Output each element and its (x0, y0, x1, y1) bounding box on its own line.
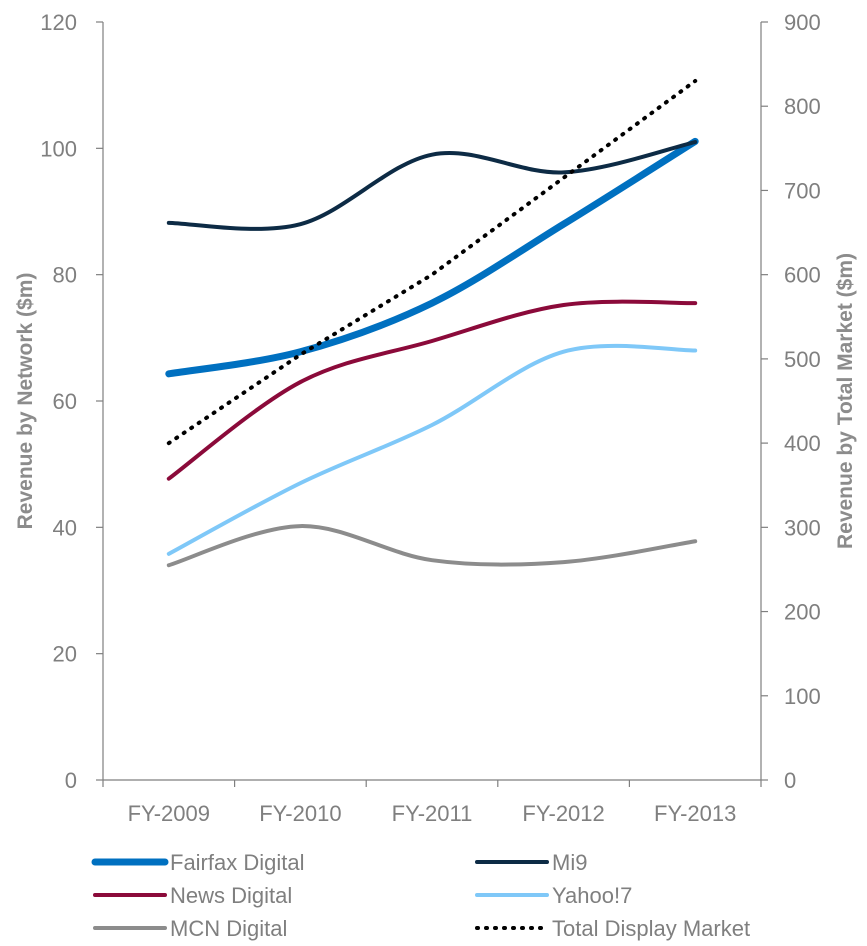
y-right-tick-label: 400 (784, 431, 821, 456)
y-right-tick-label: 0 (784, 768, 796, 793)
y-left-tick-label: 20 (53, 642, 77, 667)
legend-label: News Digital (170, 883, 292, 908)
legend-label: Yahoo!7 (552, 883, 632, 908)
y-right-tick-label: 600 (784, 263, 821, 288)
series-line-news-digital (166, 299, 698, 481)
legend: Fairfax Digital Mi9 News Digital Yahoo!7 MCN… (91, 850, 750, 941)
x-tick-label: FY-2012 (522, 801, 604, 826)
legend-label: Total Display Market (552, 916, 750, 941)
x-tick-label: FY-2011 (392, 801, 473, 826)
y-left-tick-label: 120 (40, 10, 77, 35)
y-left-tick-label: 40 (53, 515, 77, 540)
x-tick-label: FY-2010 (259, 801, 341, 826)
x-tick-label: FY-2009 (128, 801, 210, 826)
axes-layer: 0 20 40 60 80 100 120 0 100 200 300 400 500 600 700 800… (40, 10, 820, 826)
y-axis-right-title: Revenue by Total Market ($m) (834, 253, 857, 549)
y-left-tick-label: 100 (40, 136, 77, 161)
series-line-yahoo-7 (166, 343, 698, 556)
y-left-tick-label: 60 (53, 389, 77, 414)
series-line-total-display-market (166, 78, 698, 446)
y-left-tick-label: 0 (65, 768, 77, 793)
series-line-mcn-digital (166, 524, 698, 568)
y-right-tick-label: 100 (784, 684, 821, 709)
x-tick-label: FY-2013 (654, 801, 736, 826)
y-right-tick-label: 200 (784, 600, 821, 625)
legend-label: Mi9 (552, 850, 587, 875)
y-right-tick-label: 300 (784, 515, 821, 540)
y-right-tick-label: 900 (784, 10, 821, 35)
legend-label: MCN Digital (170, 916, 287, 941)
series-layer (165, 78, 699, 568)
y-right-tick-label: 500 (784, 347, 821, 372)
y-right-tick-label: 700 (784, 178, 821, 203)
legend-label: Fairfax Digital (170, 850, 304, 875)
series-line-fairfax-digital (165, 137, 699, 378)
series-line-mi9 (166, 140, 698, 231)
y-axis-left-title: Revenue by Network ($m) (14, 273, 37, 530)
y-right-tick-label: 800 (784, 94, 821, 119)
y-left-tick-label: 80 (53, 263, 77, 288)
